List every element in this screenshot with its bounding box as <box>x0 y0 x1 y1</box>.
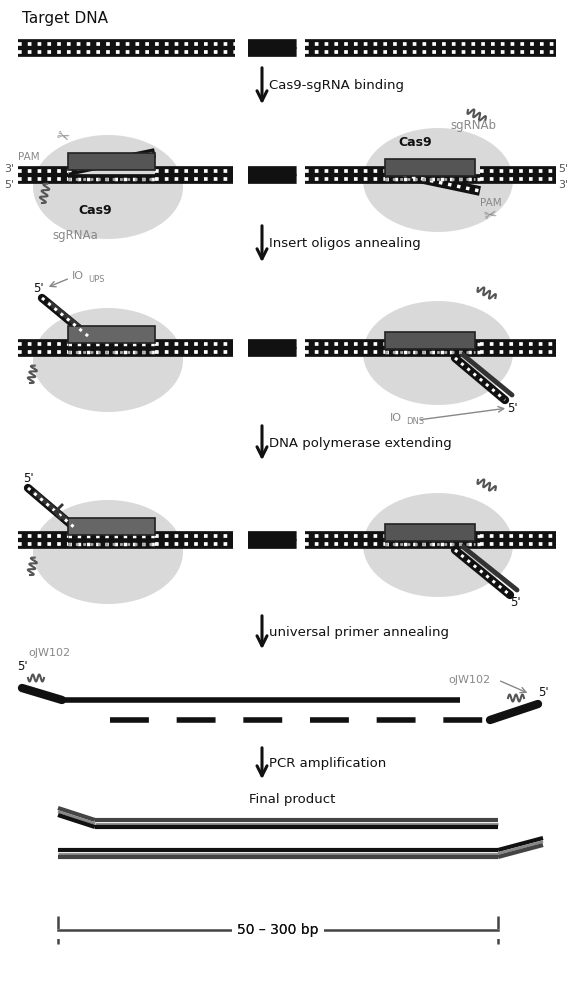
Text: Cas9-sgRNA binding: Cas9-sgRNA binding <box>269 80 404 93</box>
Text: IO: IO <box>72 271 84 281</box>
Text: 5': 5' <box>17 660 27 672</box>
Text: 5': 5' <box>4 180 14 190</box>
Text: oJW102: oJW102 <box>28 648 70 658</box>
Ellipse shape <box>33 135 183 239</box>
Text: PAM: PAM <box>480 198 502 208</box>
Text: ✂: ✂ <box>54 128 71 146</box>
Bar <box>385 524 475 540</box>
Text: UPS: UPS <box>88 274 105 284</box>
Bar <box>68 152 155 169</box>
Text: PCR amplification: PCR amplification <box>269 757 386 770</box>
Text: Target DNA: Target DNA <box>22 10 108 25</box>
Text: Final product: Final product <box>249 794 335 806</box>
Text: 3': 3' <box>4 164 14 174</box>
Bar <box>385 332 475 349</box>
Text: Cas9: Cas9 <box>78 204 112 217</box>
Text: Cas9: Cas9 <box>398 136 432 149</box>
Text: Insert oligos annealing: Insert oligos annealing <box>269 237 420 250</box>
Text: 50 – 300 bp: 50 – 300 bp <box>237 923 319 937</box>
Text: 5': 5' <box>507 401 517 414</box>
Text: DNA polymerase extending: DNA polymerase extending <box>269 436 452 450</box>
Text: ✂: ✂ <box>482 207 498 223</box>
Text: 3': 3' <box>558 180 568 190</box>
Bar <box>385 158 475 176</box>
Bar <box>68 326 155 342</box>
Text: DNS: DNS <box>406 416 424 426</box>
Ellipse shape <box>33 308 183 412</box>
Ellipse shape <box>363 128 513 232</box>
Text: 5': 5' <box>33 282 43 294</box>
Text: 5': 5' <box>538 686 548 698</box>
Text: 5': 5' <box>23 472 33 485</box>
Text: universal primer annealing: universal primer annealing <box>269 626 449 639</box>
Text: IO: IO <box>390 413 402 423</box>
Text: oJW102: oJW102 <box>448 675 490 685</box>
Text: 50 – 300 bp: 50 – 300 bp <box>237 923 319 937</box>
Text: sgRNAa: sgRNAa <box>52 229 98 241</box>
Ellipse shape <box>33 500 183 604</box>
Text: 5': 5' <box>558 164 568 174</box>
Bar <box>68 518 155 534</box>
Ellipse shape <box>363 301 513 405</box>
Text: PAM: PAM <box>18 152 40 162</box>
Ellipse shape <box>363 493 513 597</box>
Text: 5': 5' <box>510 595 520 608</box>
Text: sgRNAb: sgRNAb <box>450 118 496 131</box>
